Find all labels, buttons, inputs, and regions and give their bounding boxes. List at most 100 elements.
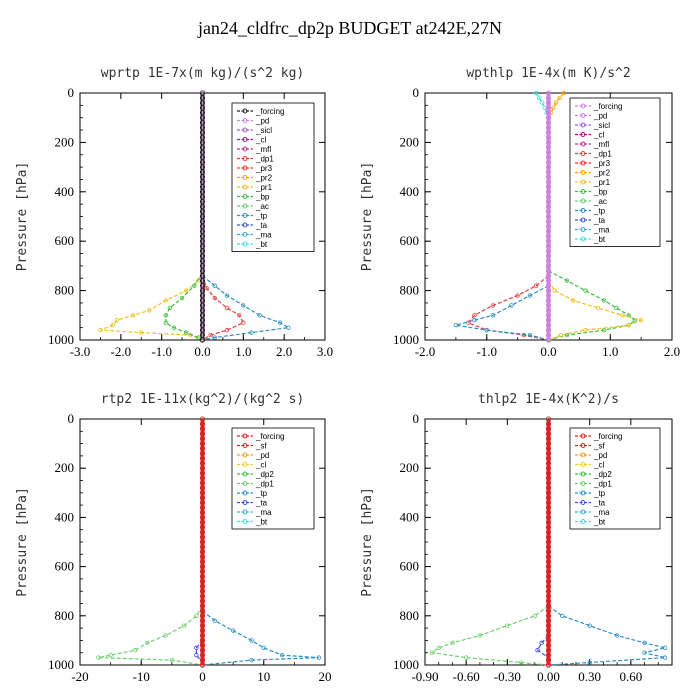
zero-term-marker bbox=[545, 647, 552, 653]
series-point bbox=[560, 613, 565, 618]
zero-term-marker bbox=[199, 544, 206, 550]
series-point bbox=[249, 638, 254, 643]
series-point bbox=[167, 305, 173, 311]
x-tick-label: 2.0 bbox=[276, 344, 292, 359]
zero-term-marker bbox=[199, 129, 206, 136]
legend-marker bbox=[580, 217, 586, 223]
zero-term-marker bbox=[199, 179, 206, 185]
zero-term-marker bbox=[545, 603, 552, 609]
series-point bbox=[171, 325, 177, 330]
series-point bbox=[249, 330, 254, 335]
zero-term-marker bbox=[545, 322, 552, 328]
zero-term-marker bbox=[545, 228, 552, 234]
x-tick-label: 1.0 bbox=[235, 344, 251, 359]
legend-entry: _dp1 bbox=[255, 155, 274, 164]
legend-entry: _cl bbox=[593, 461, 604, 470]
legend-entry: _pr2 bbox=[255, 174, 273, 183]
series-point bbox=[564, 278, 570, 283]
zero-term-marker bbox=[199, 149, 206, 155]
zero-term-marker bbox=[199, 647, 206, 653]
legend-box bbox=[231, 427, 315, 530]
chart-title: wpthlp 1E-4x(m K)/s^2 bbox=[466, 66, 630, 81]
zero-term-marker bbox=[545, 297, 552, 304]
series-point bbox=[139, 330, 144, 335]
zero-term-marker bbox=[199, 273, 206, 279]
legend-entry: _dp1 bbox=[593, 150, 612, 159]
y-tick-label: 200 bbox=[400, 460, 420, 475]
series-line-tp bbox=[548, 605, 666, 666]
series-point bbox=[204, 285, 209, 291]
series-point bbox=[561, 90, 567, 96]
series-point bbox=[527, 293, 533, 298]
series-point bbox=[564, 332, 570, 338]
legend-entry: _pd bbox=[593, 451, 607, 460]
y-tick-label: 0 bbox=[68, 411, 75, 426]
y-tick-label: 400 bbox=[400, 509, 420, 524]
zero-term-marker bbox=[545, 539, 552, 545]
zero-term-marker bbox=[545, 583, 552, 589]
series-point bbox=[183, 288, 189, 293]
y-tick-label: 1000 bbox=[393, 332, 419, 347]
legend-entry: _dp2 bbox=[255, 470, 274, 479]
zero-term-marker bbox=[545, 199, 552, 205]
legend-entry: _bt bbox=[255, 518, 268, 527]
zero-term-marker bbox=[199, 208, 206, 215]
zero-term-marker bbox=[199, 253, 206, 259]
series-point bbox=[587, 660, 592, 665]
zero-term-marker bbox=[545, 154, 552, 160]
legend-marker bbox=[242, 241, 248, 247]
legend-entry: _ta bbox=[255, 499, 268, 508]
series-point bbox=[583, 288, 588, 293]
zero-term-marker bbox=[545, 421, 552, 427]
legend-marker bbox=[580, 113, 586, 118]
legend-entry: _sf bbox=[593, 442, 605, 451]
legend-entry: _bt bbox=[593, 235, 606, 244]
series-point bbox=[463, 655, 469, 660]
zero-term-marker bbox=[545, 223, 552, 229]
series-point bbox=[642, 650, 647, 655]
legend-entry: _dp1 bbox=[255, 480, 274, 489]
series-point bbox=[533, 90, 539, 96]
zero-term-marker bbox=[199, 95, 206, 101]
legend-entry: _bp bbox=[593, 188, 608, 197]
legend-box bbox=[569, 97, 661, 247]
series-line-dp1 bbox=[430, 605, 549, 666]
zero-term-marker bbox=[199, 514, 206, 521]
chart-panel-1: wprtp 1E-7x(m kg)/(s^2 kg) Pressure [hPa]… bbox=[15, 66, 333, 359]
zero-term-marker bbox=[199, 627, 206, 634]
legend-entry: _pr3 bbox=[593, 159, 611, 168]
zero-term-marker bbox=[545, 416, 552, 422]
zero-term-marker bbox=[545, 588, 552, 594]
zero-term-marker bbox=[199, 559, 206, 565]
zero-term-marker bbox=[199, 159, 206, 165]
series-point bbox=[163, 313, 168, 318]
series-point bbox=[490, 303, 496, 308]
series-point bbox=[490, 313, 496, 318]
series-point bbox=[614, 633, 620, 638]
zero-term-marker bbox=[545, 194, 552, 200]
zero-term-marker bbox=[199, 504, 206, 511]
legend-marker bbox=[580, 122, 586, 128]
zero-term-marker bbox=[199, 189, 206, 195]
series-point bbox=[532, 613, 537, 618]
series-point bbox=[527, 332, 533, 338]
zero-term-marker bbox=[199, 436, 206, 442]
series-point bbox=[257, 313, 262, 318]
legend-marker bbox=[242, 118, 248, 123]
zero-term-marker bbox=[545, 529, 552, 535]
chart-title: rtp2 1E-11x(kg^2)/(kg^2 s) bbox=[101, 392, 305, 407]
legend-marker bbox=[242, 165, 248, 171]
legend-entry: _sf bbox=[255, 442, 267, 451]
zero-term-marker bbox=[199, 554, 206, 560]
legend-entry: _bp bbox=[255, 193, 270, 202]
series-point bbox=[540, 100, 545, 106]
zero-term-marker bbox=[199, 263, 206, 269]
zero-term-marker bbox=[545, 327, 552, 333]
y-tick-label: 600 bbox=[400, 233, 420, 248]
series-point bbox=[535, 648, 540, 653]
series-point bbox=[587, 623, 592, 628]
zero-term-marker bbox=[545, 598, 552, 604]
zero-term-marker bbox=[545, 120, 552, 126]
zero-term-marker bbox=[199, 327, 206, 333]
legend-entry: _ma bbox=[255, 231, 272, 240]
